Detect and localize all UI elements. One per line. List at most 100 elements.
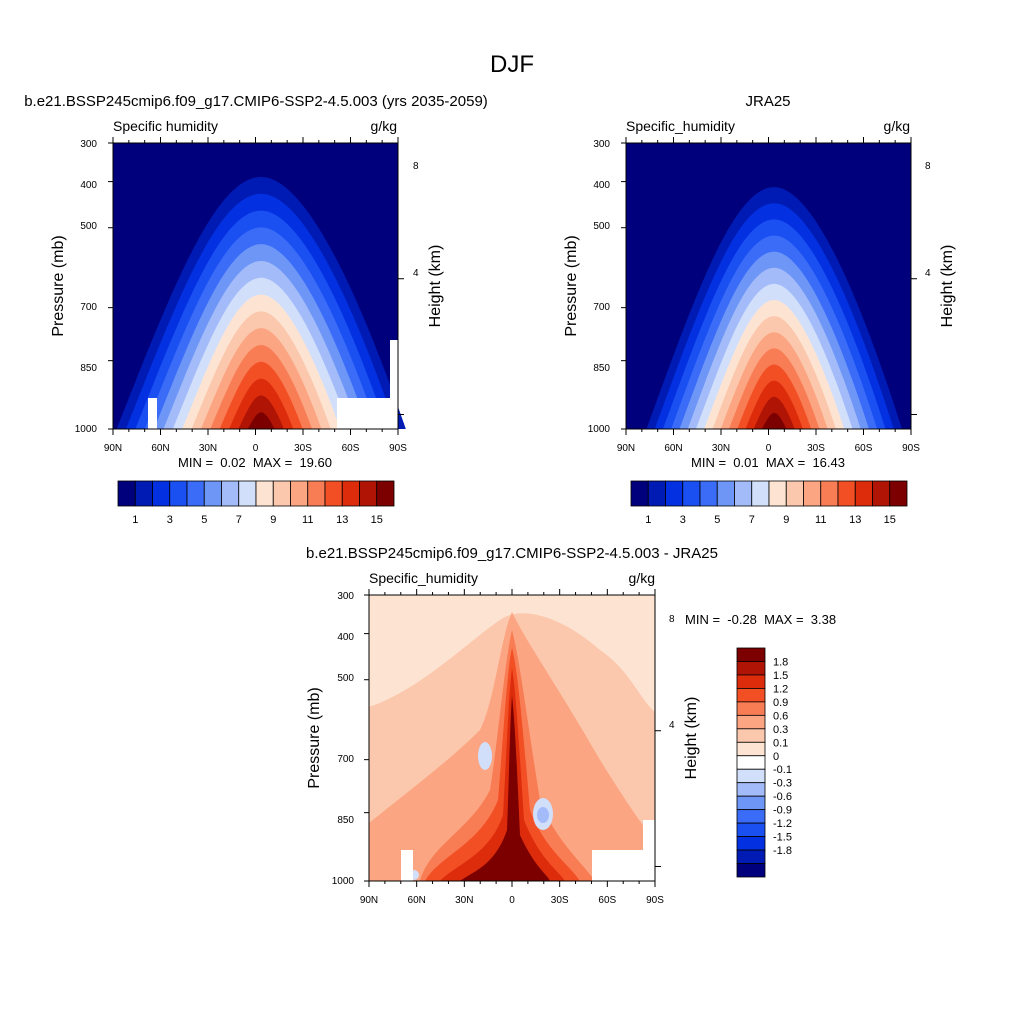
missing-data-mask (337, 398, 398, 429)
panel-3-ylabel: Pressure (mb) (306, 687, 323, 788)
panel-3-x-tick: 90S (646, 895, 664, 906)
colorbar-label: 3 (167, 514, 173, 526)
panel-2-y-tick-right: 8 (925, 161, 931, 172)
colorbar-label: 0.1 (773, 737, 788, 749)
panel-2: JRA25 Specific_humidity g/kg 300 400 500… (563, 93, 956, 526)
colorbar-swatch (290, 480, 309, 507)
panel-1-y-tick: 400 (80, 180, 97, 191)
colorbar-label: 13 (849, 514, 861, 526)
panel-2-colorbar: 1 3 5 7 9 11 13 15 (630, 480, 908, 526)
panel-1-y-tick: 500 (80, 221, 97, 232)
colorbar-swatch (716, 480, 735, 507)
panel-3-y-tick-right: 4 (669, 720, 675, 731)
panel-1-field (113, 143, 406, 429)
colorbar-swatch (736, 674, 766, 689)
panel-1-y-tick: 700 (80, 302, 97, 313)
colorbar-label: 5 (201, 514, 207, 526)
panel-2-right-string: g/kg (884, 118, 910, 134)
panel-1-y-tick: 850 (80, 363, 97, 374)
panel-2-x-tick: 90N (617, 443, 635, 454)
panel-2-left-string: Specific_humidity (626, 118, 735, 134)
panel-3-x-tick: 60S (598, 895, 616, 906)
panel-2-y-tick: 500 (593, 221, 610, 232)
contour-band (247, 412, 275, 429)
colorbar-swatch (238, 480, 257, 507)
panel-2-x-tick: 60S (855, 443, 873, 454)
colorbar-swatch (307, 480, 326, 507)
panel-3-y-tick: 700 (337, 754, 354, 765)
colorbar-swatch (803, 480, 822, 507)
missing-data-mask (401, 850, 413, 881)
colorbar-label: 11 (815, 514, 826, 526)
missing-data-mask (148, 398, 157, 429)
panel-1-x-tick: 90S (389, 443, 407, 454)
panel-3-right-string: g/kg (629, 570, 655, 586)
contour-band (440, 668, 565, 881)
panel-1-stats: MIN = 0.02 MAX = 19.60 (178, 455, 332, 470)
colorbar-label: 13 (336, 514, 348, 526)
panel-3-y-tick: 1000 (332, 876, 355, 887)
panel-2-x-tick: 30S (807, 443, 825, 454)
colorbar-swatch (736, 795, 766, 811)
panel-3-y-tick: 300 (337, 591, 354, 602)
colorbar-swatch (272, 480, 291, 507)
colorbar-swatch (889, 480, 908, 507)
panel-3-colorbar: 1.81.51.20.90.60.30.10-0.1-0.3-0.6-0.9-1… (736, 647, 792, 878)
colorbar-swatch (820, 480, 839, 507)
colorbar-label: 9 (783, 514, 789, 526)
colorbar-label: 0 (773, 751, 779, 763)
panel-2-x-tick: 30N (712, 443, 730, 454)
colorbar-label: -0.3 (773, 778, 792, 790)
panel-3: b.e21.BSSP245cmip6.f09_g17.CMIP6-SSP2-4.… (306, 545, 836, 906)
colorbar-swatch (768, 480, 787, 507)
colorbar-swatch (736, 822, 766, 837)
panel-3-ylabel-right: Height (km) (683, 697, 700, 780)
panel-1-y-tick-right: 4 (413, 268, 419, 279)
colorbar-swatch (647, 480, 666, 507)
negative-anomaly (478, 742, 492, 770)
panel-3-y-tick-right: 8 (669, 614, 675, 625)
colorbar-label: 1.8 (773, 656, 788, 668)
panel-2-y-tick: 850 (593, 363, 610, 374)
colorbar-swatch (736, 688, 766, 703)
colorbar-swatch (736, 755, 766, 770)
colorbar-label: 7 (749, 514, 755, 526)
colorbar-label: -1.2 (773, 818, 792, 830)
panel-1-title: b.e21.BSSP245cmip6.f09_g17.CMIP6-SSP2-4.… (24, 93, 488, 110)
colorbar-label: 1 (132, 514, 138, 526)
colorbar-swatch (736, 863, 766, 878)
colorbar-swatch (785, 480, 804, 507)
panel-1-left-string: Specific humidity (113, 118, 218, 134)
panel-1-x-tick: 60S (342, 443, 360, 454)
panel-2-ylabel-right: Height (km) (939, 245, 956, 328)
colorbar-swatch (186, 480, 205, 507)
colorbar-swatch (169, 480, 188, 507)
colorbar-swatch (751, 480, 770, 507)
colorbar-swatch (324, 480, 343, 507)
colorbar-swatch (736, 714, 766, 730)
panel-2-y-tick-right: 4 (925, 268, 931, 279)
panel-3-x-tick: 60N (408, 895, 426, 906)
colorbar-label: 11 (302, 514, 313, 526)
colorbar-swatch (736, 661, 766, 676)
panel-1-x-tick: 0 (253, 443, 259, 454)
panel-1-x-tick: 90N (104, 443, 122, 454)
colorbar-label: -1.5 (773, 832, 792, 844)
colorbar-swatch (341, 480, 360, 507)
panel-1-x-tick: 30S (294, 443, 312, 454)
colorbar-swatch (736, 768, 766, 784)
panel-1-y-tick-right: 8 (413, 161, 419, 172)
contour-band (425, 648, 580, 881)
panel-2-x-tick: 0 (766, 443, 772, 454)
colorbar-swatch (734, 480, 753, 507)
panel-3-x-tick: 0 (509, 895, 515, 906)
panel-1-ylabel: Pressure (mb) (50, 235, 67, 336)
colorbar-swatch (682, 480, 701, 507)
colorbar-swatch (117, 480, 136, 507)
colorbar-label: -0.6 (773, 791, 792, 803)
panel-3-left-string: Specific_humidity (369, 570, 478, 586)
colorbar-label: 15 (884, 514, 896, 526)
axis-ticks (621, 137, 917, 435)
panel-3-x-tick: 30N (455, 895, 473, 906)
